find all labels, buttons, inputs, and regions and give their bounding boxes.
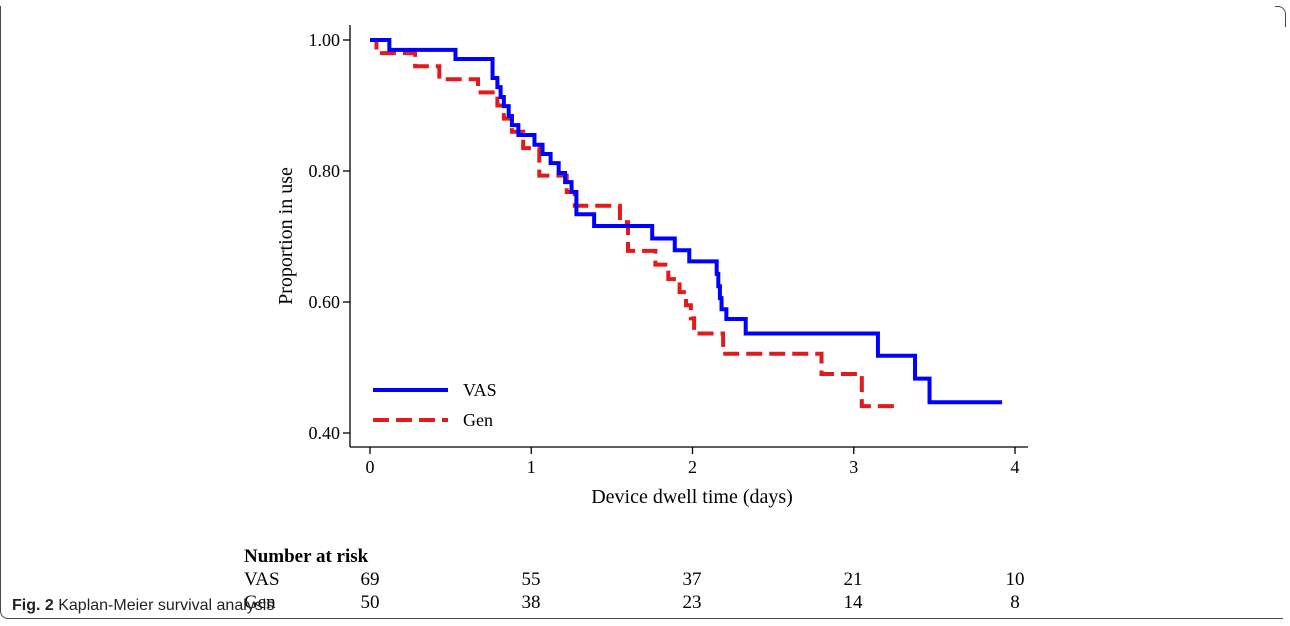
caption-text: Kaplan-Meier survival analysis [58,597,275,614]
risk-value: 21 [843,569,863,590]
risk-row-vas: VAS 69 55 37 21 10 [0,569,1290,591]
legend-label-gen: Gen [463,410,493,430]
y-tick-label: 0.60 [309,292,341,312]
risk-value: 10 [1005,569,1025,590]
risk-table-title: Number at risk [244,546,369,567]
y-tick-label: 1.00 [309,30,341,50]
series-line-vas [370,38,1003,405]
risk-value: 14 [843,592,863,613]
axes: 0.40 0.60 0.80 1.00 0 1 2 3 4 [309,25,1028,477]
series-group [370,38,1003,409]
risk-value: 50 [360,592,380,613]
y-tick-label: 0.40 [309,423,341,443]
x-tick-label: 0 [366,457,375,477]
legend-label-vas: VAS [463,380,497,400]
risk-row-gen: Gen 50 38 23 14 8 [0,592,1290,614]
x-tick-label: 2 [688,457,697,477]
risk-value: 37 [682,569,702,590]
x-tick-label: 1 [527,457,536,477]
risk-value: 69 [360,569,380,590]
caption-label: Fig. 2 [12,597,54,614]
x-tick-label: 3 [849,457,858,477]
risk-row-label: VAS [244,569,280,590]
legend: VAS Gen [373,380,497,430]
risk-value: 23 [682,592,702,613]
y-axis-label: Proportion in use [275,167,297,305]
figure-caption: Fig. 2 Kaplan-Meier survival analysis [12,597,274,615]
risk-value: 55 [521,569,541,590]
risk-value: 8 [1010,592,1020,613]
x-axis-label: Device dwell time (days) [591,486,793,508]
risk-value: 38 [521,592,541,613]
series-line-gen [370,38,895,409]
figure-frame [0,6,1283,619]
risk-row-label: Gen [244,592,276,613]
figure-frame-corner [1275,6,1286,27]
y-tick-label: 0.80 [309,161,341,181]
x-tick-label: 4 [1011,457,1020,477]
